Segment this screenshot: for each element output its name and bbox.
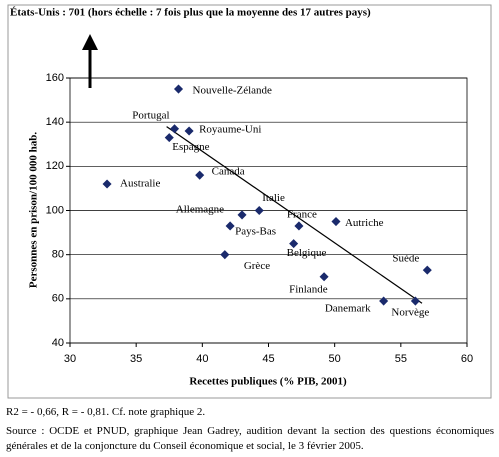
y-axis-label: Personnes en prison/100 000 hab.: [28, 132, 40, 288]
point-label: France: [287, 208, 317, 220]
point-label: Belgique: [287, 247, 327, 259]
point: [164, 133, 174, 143]
point-label: Nouvelle-Zélande: [193, 85, 273, 97]
point-label: Australie: [120, 178, 160, 190]
y-tick-label: 60: [52, 293, 64, 305]
source-note: Source : OCDE et PNUD, graphique Jean Ga…: [6, 425, 494, 452]
point-label: Pays-Bas: [235, 225, 276, 237]
y-tick-label: 100: [46, 204, 64, 216]
point: [170, 124, 180, 134]
y-tick-label: 160: [46, 72, 64, 84]
point-label: Italie: [262, 192, 285, 204]
y-tick-label: 80: [52, 249, 64, 261]
point: [422, 265, 432, 275]
chart-border: [7, 4, 492, 399]
point: [331, 217, 341, 227]
notes: R2 = - 0,66, R = - 0,81. Cf. note graphi…: [6, 405, 494, 454]
trend-line: [166, 126, 423, 304]
x-tick-label: 50: [329, 353, 341, 365]
point-label: Autriche: [345, 217, 384, 229]
x-tick-label: 40: [196, 353, 208, 365]
point-label: Allemagne: [176, 203, 224, 215]
chart-title: États-Unis : 701 (hors échelle : 7 fois …: [10, 7, 371, 19]
point: [237, 210, 247, 220]
x-axis-label: Recettes publiques (% PIB, 2001): [189, 376, 347, 388]
point-label: Grèce: [244, 260, 270, 272]
point-label: Suède: [392, 253, 419, 265]
point: [379, 296, 389, 306]
note: R2 = - 0,66, R = - 0,81. Cf. note graphi…: [6, 406, 206, 418]
x-tick-label: 60: [461, 353, 473, 365]
point-label: Canada: [212, 166, 245, 178]
point: [225, 221, 235, 231]
point: [173, 84, 184, 94]
chart: États-Unis : 701 (hors échelle : 7 fois …: [7, 4, 492, 399]
point: [410, 296, 420, 306]
point-label: Danemark: [325, 303, 371, 315]
point: [294, 221, 304, 231]
point-label: Espagne: [172, 141, 209, 153]
point: [220, 250, 230, 260]
point-label: Finlande: [289, 283, 328, 295]
x-tick-label: 45: [262, 353, 274, 365]
point: [102, 179, 112, 189]
point: [184, 126, 194, 136]
point: [254, 205, 264, 216]
point: [195, 170, 205, 180]
point: [319, 272, 329, 282]
point-label: Portugal: [132, 109, 169, 121]
point-label: Norvège: [391, 307, 429, 319]
x-tick-label: 35: [130, 353, 142, 365]
y-tick-label: 120: [46, 160, 64, 172]
x-tick-label: 30: [64, 353, 76, 365]
y-tick-label: 40: [52, 337, 64, 349]
y-tick-label: 140: [46, 116, 64, 128]
x-tick-label: 55: [395, 353, 407, 365]
arrow-head: [82, 34, 98, 50]
point-label: Royaume-Uni: [199, 124, 261, 136]
